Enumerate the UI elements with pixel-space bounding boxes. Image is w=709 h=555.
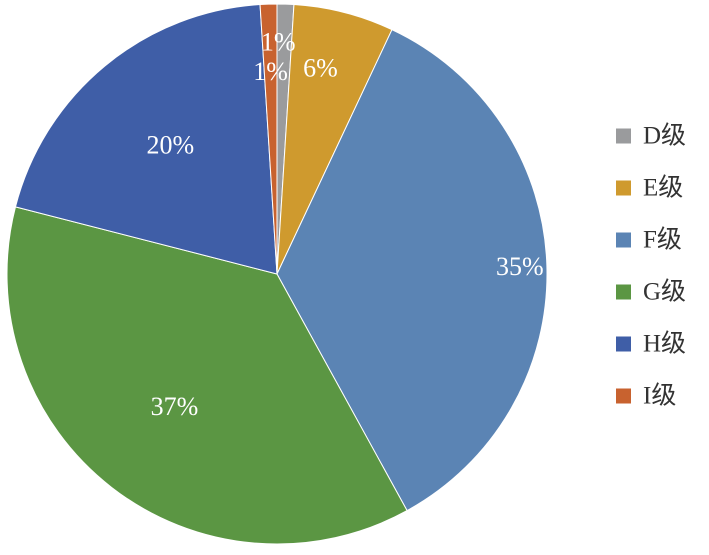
legend-label-I级: I级 — [643, 382, 676, 410]
legend-swatch-H级 — [616, 336, 631, 352]
data-label-F级: 35% — [496, 252, 544, 281]
legend-label-D级: D级 — [643, 122, 686, 150]
data-label-H级: 20% — [146, 131, 194, 160]
pie-slice-I级 — [259, 3, 278, 275]
legend-swatch-I级 — [616, 388, 631, 404]
legend-label-E级: E级 — [643, 174, 683, 202]
data-label-I级: 1% — [253, 57, 288, 86]
legend-swatch-G级 — [616, 284, 631, 300]
pie-slice-H级 — [14, 4, 278, 275]
legend-swatch-D级 — [616, 128, 631, 144]
legend: D级 E级 F级 G级 H级 I级 — [616, 122, 686, 410]
legend-label-F级: F级 — [643, 226, 682, 254]
pie-slice-F级 — [276, 29, 548, 512]
pie-slice-G级 — [6, 206, 408, 545]
data-label-D级: 1% — [261, 27, 296, 56]
data-label-E级: 6% — [303, 53, 338, 82]
legend-swatch-F级 — [616, 232, 631, 248]
legend-label-H级: H级 — [643, 330, 686, 358]
legend-swatch-E级 — [616, 180, 631, 196]
legend-label-G级: G级 — [643, 278, 686, 306]
pie-slices — [6, 3, 548, 545]
data-label-G级: 37% — [151, 392, 199, 421]
pie-data-labels: 1%6%35%37%20%1% — [146, 27, 543, 420]
